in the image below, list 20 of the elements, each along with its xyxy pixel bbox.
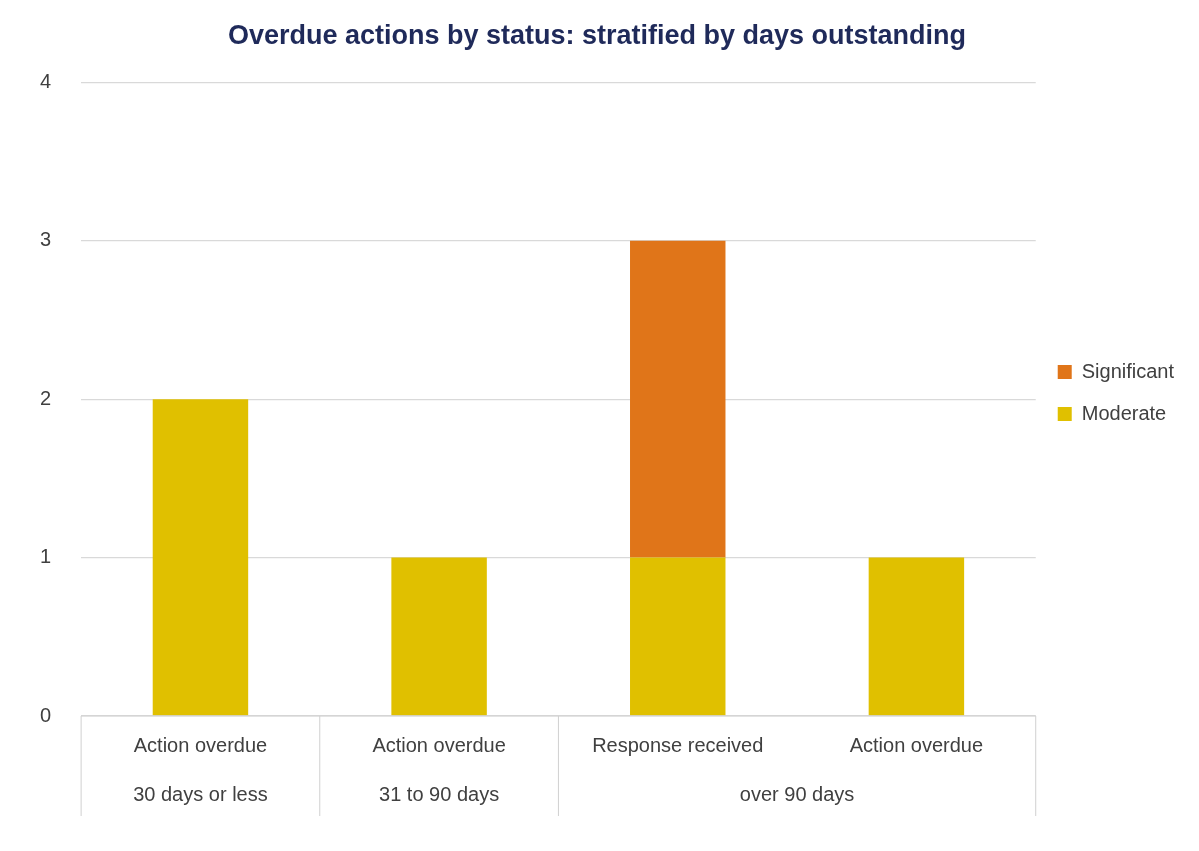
y-tick-label: 3 <box>40 228 52 251</box>
text: 30 days or less <box>133 782 268 805</box>
x-tick-label: Response received <box>592 733 764 756</box>
bar <box>630 557 726 716</box>
bar <box>152 399 249 716</box>
x-tick-label: Action overdue <box>372 733 506 756</box>
x-tick-label: Action overdue <box>849 733 984 756</box>
y-tick-label: 0 <box>40 703 52 726</box>
text: 31 to 90 days <box>379 782 500 805</box>
bar <box>630 240 726 558</box>
legend-label: Significant <box>1081 359 1175 382</box>
y-tick-label: 1 <box>40 545 52 568</box>
bar <box>391 557 487 716</box>
bar <box>868 557 965 716</box>
y-tick-label: 4 <box>40 69 52 92</box>
chart-title: Overdue actions by status: stratified by days outstanding <box>227 19 967 50</box>
legend-label: Moderate <box>1081 401 1167 424</box>
text: over 90 days <box>739 782 855 805</box>
x-tick-label: Action overdue <box>133 733 268 756</box>
y-tick-label: 2 <box>40 386 52 409</box>
